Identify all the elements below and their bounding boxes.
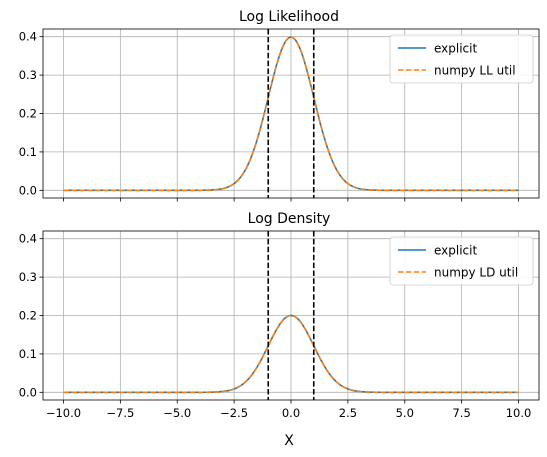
legend: explicit numpy LD util	[389, 236, 534, 286]
legend-label: explicit	[434, 244, 477, 258]
y-tick-label: 0.3	[19, 68, 37, 82]
legend: explicit numpy LL util	[389, 34, 534, 84]
y-tick-label: 0.2	[19, 309, 37, 323]
series-line-numpy-ld-util	[63, 314, 519, 394]
y-tick-label: 0.1	[19, 347, 37, 361]
axes-log-likelihood: 0.0 0.1 0.2 0.3 0.4 explicit numpy LL util	[19, 28, 540, 202]
legend-label: explicit	[434, 42, 477, 56]
series-line-numpy-ll-util	[63, 36, 519, 192]
x-tick-label: 0.0	[282, 406, 300, 420]
y-tick-label: 0.4	[19, 30, 37, 44]
y-tick-label: 0.1	[19, 145, 37, 159]
y-tick-label: 0.4	[19, 232, 37, 246]
axes-log-density: −10.0 −7.5 −5.0 −2.5 0.0 2.5 5.0 7.5 10.0 0.0 0.1 0…	[19, 230, 540, 420]
y-tick-label: 0.3	[19, 270, 37, 284]
x-tick-label: 10.0	[506, 406, 532, 420]
x-axis-label: X	[284, 433, 294, 449]
legend-frame	[389, 34, 534, 84]
legend-label: numpy LD util	[434, 266, 518, 280]
y-tick-label: 0.0	[19, 183, 37, 197]
x-tick-label: −10.0	[46, 406, 81, 420]
x-tick-label: 2.5	[339, 406, 357, 420]
x-tick-label: 7.5	[452, 406, 470, 420]
subplot-log-likelihood: Log Likelihood 0.0 0.1 0.2 0.3 0.4 explicit nu…	[19, 9, 540, 202]
y-tick-label: 0.2	[19, 107, 37, 121]
x-tick-label: −2.5	[220, 406, 248, 420]
title-log-density: Log Density	[248, 211, 331, 227]
y-tick-label: 0.0	[19, 385, 37, 399]
x-tick-label: 5.0	[396, 406, 414, 420]
legend-label: numpy LL util	[434, 64, 516, 78]
legend-frame	[389, 236, 534, 286]
x-tick-label: −5.0	[163, 406, 191, 420]
subplot-log-density: Log Density −10.0 −7.5 −5.0 −2.5 0.0 2.5 5.0 7.…	[19, 211, 540, 420]
x-tick-label: −7.5	[106, 406, 134, 420]
title-log-likelihood: Log Likelihood	[239, 9, 339, 25]
